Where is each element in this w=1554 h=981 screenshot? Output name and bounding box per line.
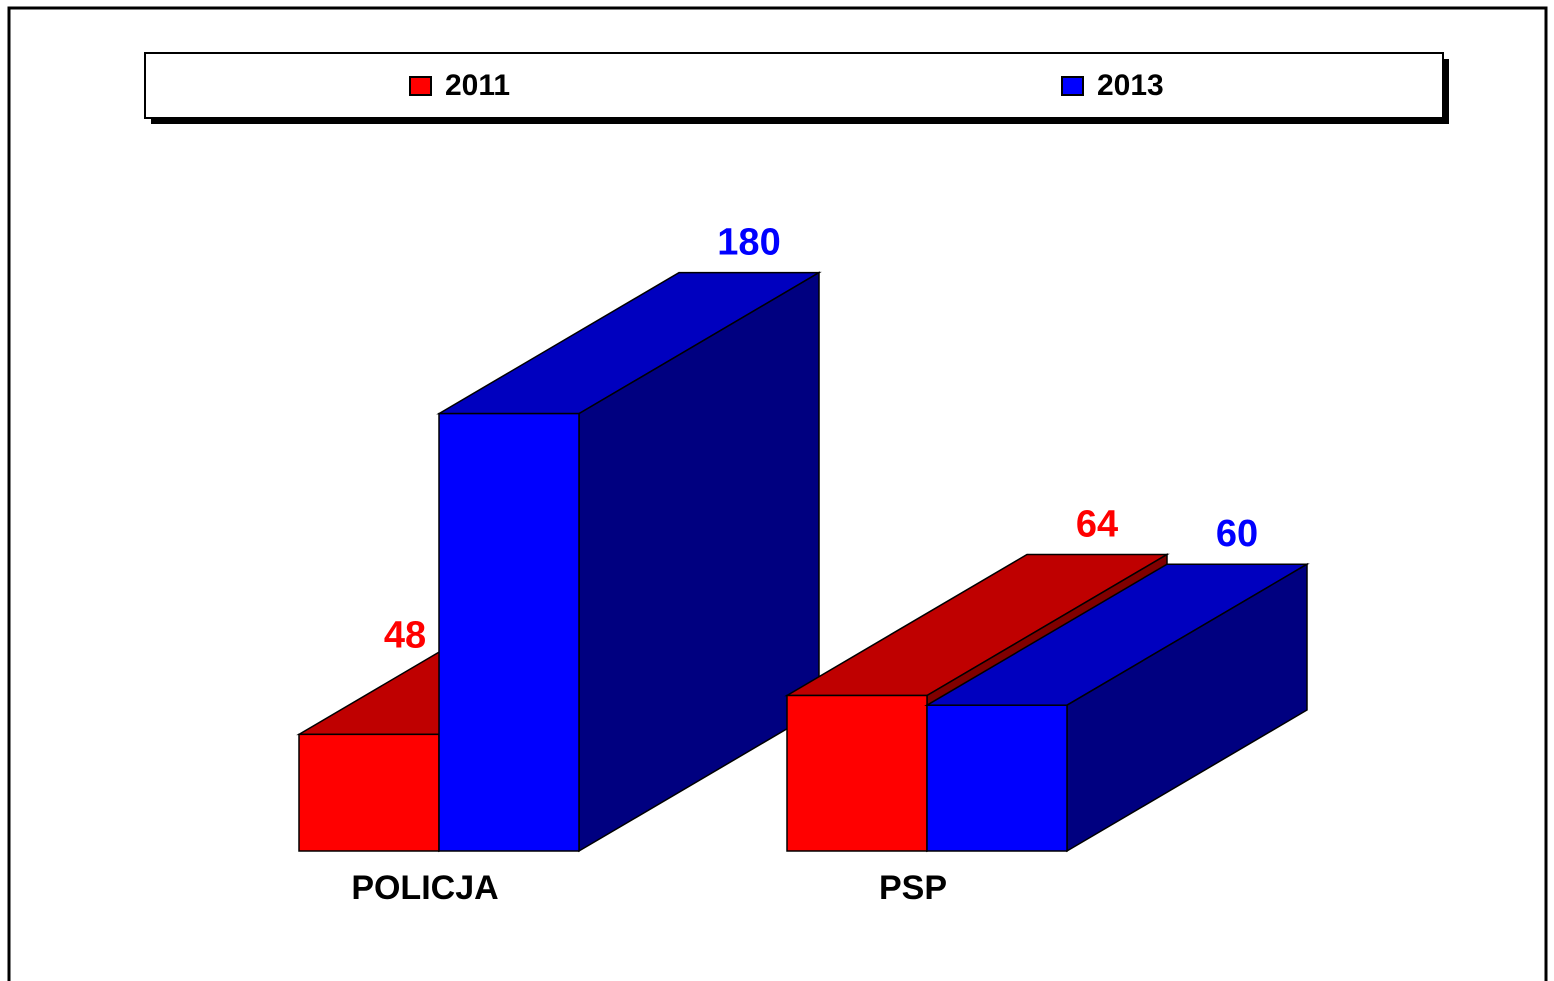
x-tick-label: POLICJA: [351, 869, 498, 907]
legend-label: 2013: [1097, 69, 1164, 102]
legend-swatch: [409, 76, 432, 96]
legend-swatch: [1061, 76, 1084, 96]
value-label: 60: [1216, 513, 1258, 555]
value-label: 180: [717, 222, 780, 264]
legend-box: [144, 52, 1444, 119]
bar: [926, 704, 1068, 852]
bar: [438, 412, 580, 852]
x-tick-label: PSP: [879, 869, 947, 907]
legend-label: 2011: [445, 69, 510, 102]
value-label: 64: [1076, 504, 1118, 546]
bar: [786, 694, 928, 852]
bar: [298, 733, 440, 852]
value-label: 48: [384, 614, 426, 656]
